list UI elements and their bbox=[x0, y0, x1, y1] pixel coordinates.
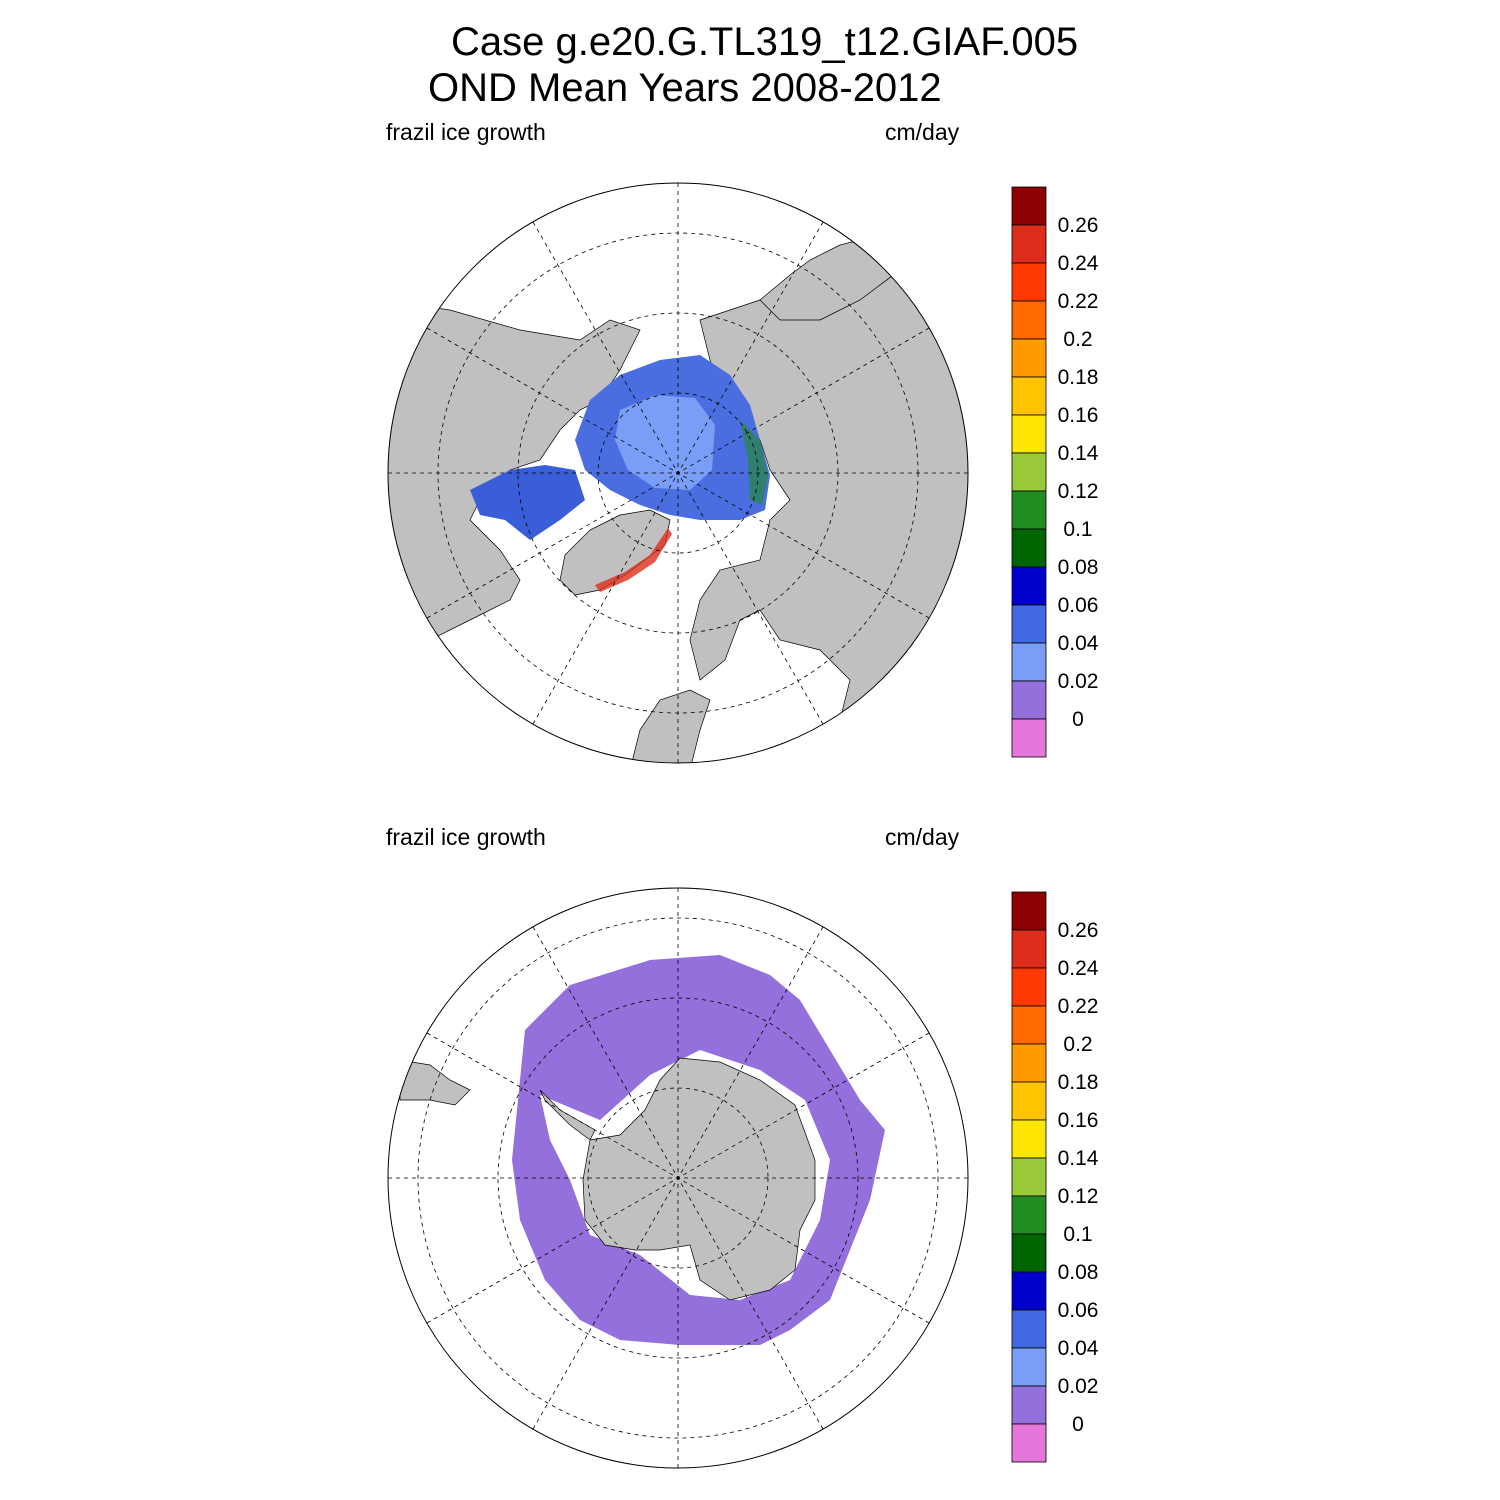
south-colorbar-tick-label: 0.14 bbox=[1058, 1147, 1099, 1170]
north-colorbar-box bbox=[1011, 376, 1047, 416]
north-colorbar-box bbox=[1011, 680, 1047, 720]
north-colorbar-tick-label: 0.06 bbox=[1058, 594, 1099, 617]
north-polar-map bbox=[387, 182, 969, 764]
south-polar-map bbox=[387, 887, 969, 1469]
south-colorbar-box bbox=[1011, 1195, 1047, 1235]
south-colorbar-box bbox=[1011, 929, 1047, 969]
south-colorbar-box bbox=[1011, 1043, 1047, 1083]
south-colorbar-tick-label: 0.24 bbox=[1058, 957, 1099, 980]
north-colorbar-box bbox=[1011, 262, 1047, 302]
south-colorbar-box bbox=[1011, 1309, 1047, 1349]
north-colorbar-tick-label: 0.08 bbox=[1058, 556, 1099, 579]
north-colorbar-tick-label: 0 bbox=[1072, 708, 1084, 731]
north-colorbar-tick-label: 0.24 bbox=[1058, 252, 1099, 275]
south-colorbar-tick-label: 0.08 bbox=[1058, 1261, 1099, 1284]
arctic-inner-ice bbox=[615, 395, 715, 490]
north-colorbar-box bbox=[1011, 604, 1047, 644]
north-colorbar-box bbox=[1011, 528, 1047, 568]
north-colorbar-box bbox=[1011, 490, 1047, 530]
south-colorbar-box bbox=[1011, 1271, 1047, 1311]
north-colorbar-tick-label: 0.14 bbox=[1058, 442, 1099, 465]
north-graticule bbox=[388, 183, 968, 763]
north-colorbar-box bbox=[1011, 338, 1047, 378]
arctic-margin-ice bbox=[740, 420, 768, 505]
south-colorbar-tick-label: 0.22 bbox=[1058, 995, 1099, 1018]
north-colorbar-tick-label: 0.16 bbox=[1058, 404, 1099, 427]
north-colorbar-tick-label: 0.26 bbox=[1058, 214, 1099, 237]
north-colorbar-tick-label: 0.2 bbox=[1063, 328, 1092, 351]
north-colorbar: 0.26 0.24 0.22 0.2 0.18 0.16 0.14 0.12 0.1 0.08 0.… bbox=[1011, 186, 1099, 758]
south-colorbar-box bbox=[1011, 1347, 1047, 1387]
south-colorbar-box bbox=[1011, 1119, 1047, 1159]
south-colorbar-tick-label: 0.26 bbox=[1058, 919, 1099, 942]
canadian-archipelago-ice bbox=[470, 465, 585, 540]
south-colorbar-box bbox=[1011, 1157, 1047, 1197]
north-colorbar-tick-label: 0.1 bbox=[1063, 518, 1092, 541]
south-colorbar-box bbox=[1011, 1233, 1047, 1273]
south-colorbar-box bbox=[1011, 1423, 1047, 1463]
greenland-coast-ice bbox=[595, 528, 672, 592]
south-colorbar-box bbox=[1011, 1081, 1047, 1121]
south-colorbar-tick-label: 0.12 bbox=[1058, 1185, 1099, 1208]
south-colorbar-box bbox=[1011, 967, 1047, 1007]
europe-landmass bbox=[629, 689, 711, 763]
south-colorbar-box bbox=[1011, 891, 1047, 931]
north-colorbar-tick-label: 0.02 bbox=[1058, 670, 1099, 693]
north-colorbar-tick-label: 0.12 bbox=[1058, 480, 1099, 503]
north-units-label: cm/day bbox=[885, 119, 960, 145]
south-colorbar-box bbox=[1011, 1385, 1047, 1425]
north-colorbar-box bbox=[1011, 186, 1047, 226]
north-colorbar-box bbox=[1011, 642, 1047, 682]
north-variable-label: frazil ice growth bbox=[386, 119, 546, 145]
north-colorbar-box bbox=[1011, 452, 1047, 492]
south-colorbar-tick-label: 0.06 bbox=[1058, 1299, 1099, 1322]
south-colorbar-tick-label: 0.18 bbox=[1058, 1071, 1099, 1094]
south-colorbar-tick-label: 0.04 bbox=[1058, 1337, 1099, 1360]
south-colorbar-box bbox=[1011, 1005, 1047, 1045]
south-colorbar-tick-label: 0.1 bbox=[1063, 1223, 1092, 1246]
north-colorbar-tick-label: 0.04 bbox=[1058, 632, 1099, 655]
north-colorbar-box bbox=[1011, 300, 1047, 340]
north-colorbar-box bbox=[1011, 224, 1047, 264]
south-units-label: cm/day bbox=[885, 824, 960, 850]
south-america-landmass bbox=[399, 1059, 471, 1106]
south-colorbar-tick-label: 0.16 bbox=[1058, 1109, 1099, 1132]
north-colorbar-box bbox=[1011, 414, 1047, 454]
antarctica-landmass bbox=[582, 1057, 816, 1301]
north-colorbar-tick-label: 0.18 bbox=[1058, 366, 1099, 389]
main-title-line2: OND Mean Years 2008-2012 bbox=[428, 66, 942, 110]
north-colorbar-box bbox=[1011, 718, 1047, 758]
south-variable-label: frazil ice growth bbox=[386, 824, 546, 850]
main-title-line1: Case g.e20.G.TL319_t12.GIAF.005 bbox=[451, 20, 1079, 64]
south-colorbar-tick-label: 0.02 bbox=[1058, 1375, 1099, 1398]
north-colorbar-box bbox=[1011, 566, 1047, 606]
south-colorbar: 0.26 0.24 0.22 0.2 0.18 0.16 0.14 0.12 0.1 0.08 0.… bbox=[1011, 891, 1099, 1463]
north-colorbar-tick-label: 0.22 bbox=[1058, 290, 1099, 313]
south-graticule bbox=[388, 888, 968, 1468]
south-colorbar-tick-label: 0 bbox=[1072, 1413, 1084, 1436]
south-colorbar-tick-label: 0.2 bbox=[1063, 1033, 1092, 1056]
